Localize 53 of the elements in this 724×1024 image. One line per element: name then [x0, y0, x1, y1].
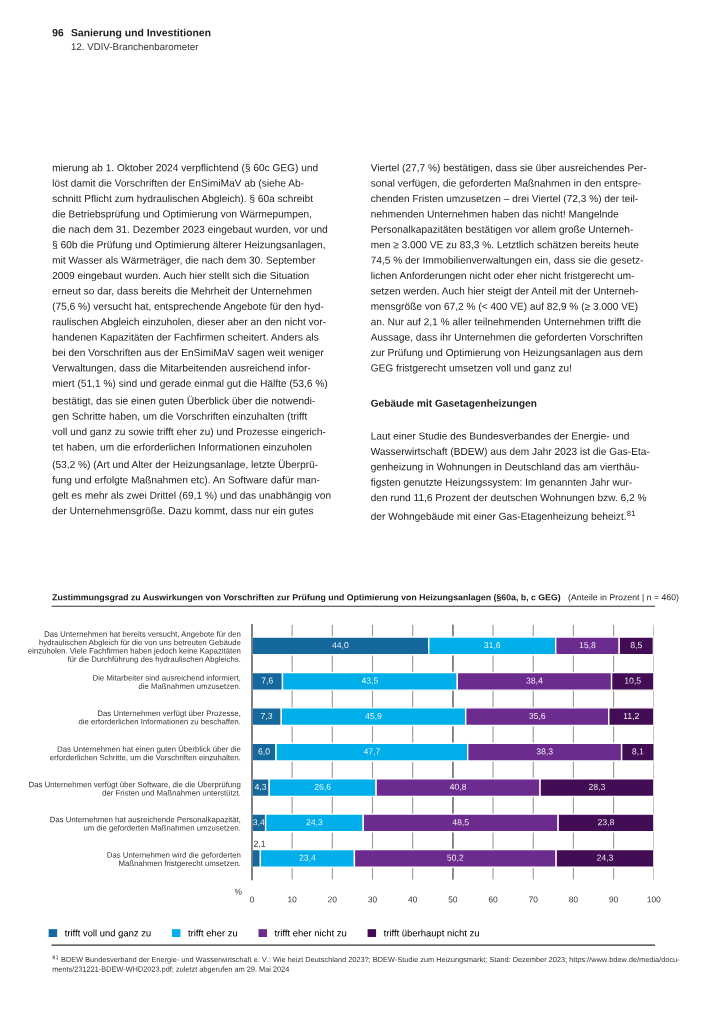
data-label: 24,3 [597, 854, 613, 862]
x-tick-label: 40 [408, 896, 417, 903]
text: 96 [52, 28, 64, 37]
chart-subtitle: (Anteile in Prozent | n = 460) [568, 593, 679, 603]
data-label: 7,3 [261, 712, 273, 721]
data-label: 48,5 [452, 819, 469, 827]
x-tick-label: 0 [249, 896, 254, 903]
data-label: 11,2 [623, 712, 639, 721]
x-tick-label: 60 [488, 896, 498, 903]
legend-label: trifft voll und ganz zu [64, 929, 151, 939]
data-label: 28,3 [588, 783, 605, 791]
data-label: 47,7 [363, 748, 380, 756]
x-tick-label: 70 [529, 896, 538, 903]
data-label: 50,2 [447, 854, 464, 862]
data-label: 40,8 [449, 783, 467, 791]
x-tick-label: 80 [569, 896, 578, 903]
legend-label: trifft überhaupt nicht zu [383, 929, 479, 939]
data-label: 44,0 [332, 642, 349, 650]
data-label: 2,1 [253, 840, 266, 848]
legend-label: trifft eher zu [188, 929, 238, 937]
data-label: 43,5 [361, 677, 378, 685]
text: Laut einer Studie des Bundesverbandes der Energie- und Wasserwirtschaft (BDEW) aus dem Jahr 2023 ist die Gas-Eta- genheizung in Wohnungen in Deutschland das am vierthäu- figsten genutzte Heizungssystem: Im genannten Jahr wur- den rund 11,6 Prozent der deutschen Wohnungen bzw. 6,2 % der Wohngebäude mit einer Gas-Etagenheizung beheizt.$^{81}$ [370, 432, 650, 522]
data-label: 35,6 [529, 712, 546, 721]
text: Sanierung und Investitionen [71, 28, 211, 39]
text: mierung ab 1. Oktober 2024 verpflichtend (§ 60c GEG) und löst damit die Vorschriften der EnSimiMaV ab (siehe Ab- schnitt Pflicht zum hydraulischen Abgleich). § 60a schreibt die Betriebsprüfung und Optimierung von Wärmepumpen, die nach dem 31. Dezember 2023 eingebaut wurden, vor und § 60b die Prüfung und Optimierung älterer Heizungsanlagen, mit Wasser als Wärmeträger, die nach dem 30. September 2009 eingebaut wurden. Auch hier stellt sich die Situation erneut so dar, dass bereits die Mehrheit der Unternehmen (75,6 %) versucht hat, entsprechende Angebote für den hyd- raulischen Abgleich einzuholen, dieser aber an den nicht vor- handenen Kapazitäten der Fachfirmen scheitert. Anders als bei den Vorschriften aus der EnSimiMaV sagen weit weniger Verwaltungen, dass die Mitarbeitenden ausreichend infor- miert (51,1 %) sind und gerade einmal gut die Hälfte (53,6 %) bestätigt, das sie einen guten Überblick über die notwendi- gen Schritte haben, um die Vorschriften einzuhalten (trifft voll und ganz zu sowie trifft eher zu) und Prozesse eingerich- tet haben, um die erforderlichen Informationen einzuholen (53,2 %) (Art und Alter der Heizungsanlage, letzte Überprü- fung und erfolgte Maßnahmen etc). An Software dafür man- gelt es mehr als zwei Drittel (69,1 %) und das unabhängig von der Unternehmensgröße. Dazu kommt, dass nur ein gutes [52, 163, 331, 517]
text: 12. VDIV-Branchenbarometer [71, 43, 199, 51]
data-label: 26,6 [314, 783, 331, 791]
x-tick-label: 50 [448, 896, 458, 903]
data-label: 45,9 [365, 712, 382, 721]
data-label: 4,3 [254, 783, 267, 791]
text: Viertel (27,7 %) bestätigen, dass sie über ausreichendes Per- sonal verfügen, die geforderten Maßnahmen in den entspre- chenden Fristen umzusetzen – drei Viertel (72,3 %) der teil- nehmenden Unternehmen haben das nicht! Mangelnde Personalkapazitäten bestätigen vor allem große Unterneh- men ≥ 3.000 VE zu 83,3 %. Letztlich schätzen bereits heute 74,5 % der Immobilienverwaltungen ein, dass sie die gesetz- lichen Anforderungen nicht oder eher nicht fristgerecht um- setzen werden. Auch hier steigt der Anteil mit der Unterneh- mensgröße von 67,2 % (< 400 VE) auf 82,9 % (≥ 3.000 VE) an. Nur auf 2,1 % aller teilnehmenden Unternehmen trifft die Aussage, dass ihr Unternehmen die geforderten Vorschriften zur Prüfung und Optimierung von Heizungsanlagen aus dem GEG fristgerecht umsetzen voll und ganz zu! [370, 163, 647, 374]
data-label: 8,5 [630, 642, 642, 650]
data-label: 24,3 [306, 819, 323, 827]
data-label: 3,4 [253, 819, 265, 827]
data-label: 10,5 [624, 677, 641, 685]
x-axis-title: % [234, 888, 242, 895]
data-label: 23,8 [598, 819, 614, 827]
data-label: 38,4 [526, 677, 543, 685]
text: Gebäude mit Gasetagenheizungen [371, 399, 537, 409]
x-tick-label: 100 [647, 896, 661, 903]
data-label: 38,3 [536, 748, 553, 756]
x-tick-label: 30 [368, 896, 377, 903]
chart-title: Zustimmungsgrad zu Auswirkungen von Vorschriften zur Prüfung und Optimierung von Heizungsanlagen (§60a, b, c GEG) [52, 593, 561, 603]
data-label: 8,1 [632, 748, 644, 756]
x-tick-label: 10 [288, 896, 297, 903]
legend-label: trifft eher nicht zu [274, 929, 347, 937]
data-label: 7,6 [261, 677, 273, 685]
data-label: 15,8 [579, 642, 596, 650]
data-label: 31,6 [484, 642, 501, 650]
x-tick-label: 90 [609, 896, 618, 903]
data-label: 23,4 [299, 854, 316, 862]
x-tick-label: 20 [328, 896, 337, 903]
data-label: 6,0 [258, 748, 270, 756]
